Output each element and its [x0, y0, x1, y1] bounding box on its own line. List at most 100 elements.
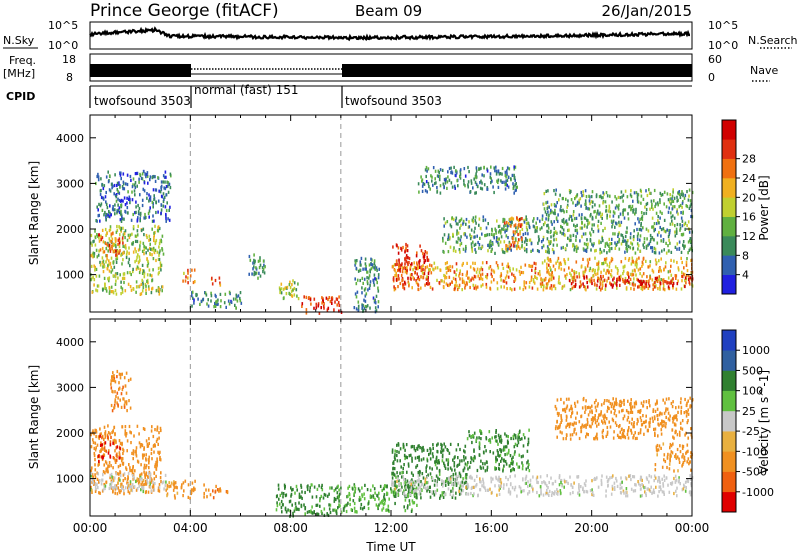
data-cell: [534, 275, 537, 279]
data-cell: [512, 455, 514, 459]
data-cell: [228, 302, 231, 306]
data-cell: [654, 247, 657, 251]
data-cell: [586, 422, 589, 427]
data-cell: [166, 180, 168, 184]
data-cell: [547, 282, 549, 286]
data-cell: [637, 217, 639, 221]
data-cell: [511, 272, 513, 276]
data-cell: [152, 434, 155, 439]
data-cell: [94, 489, 97, 493]
data-cell: [224, 292, 227, 296]
data-cell: [447, 467, 449, 471]
data-cell: [146, 192, 148, 196]
data-cell: [490, 177, 492, 181]
data-cell: [530, 264, 532, 268]
noise-tick-low-right: 10^0: [708, 39, 738, 52]
data-cell: [602, 262, 604, 266]
data-cell: [545, 217, 547, 221]
data-cell: [640, 194, 643, 198]
data-cell: [479, 226, 482, 230]
data-cell: [507, 265, 510, 269]
data-cell: [129, 482, 132, 487]
data-cell: [122, 199, 124, 203]
data-cell: [468, 225, 471, 229]
data-cell: [355, 295, 358, 299]
data-cell: [322, 304, 325, 308]
data-cell: [249, 258, 252, 262]
data-cell: [101, 447, 104, 451]
data-cell: [403, 280, 406, 284]
data-cell: [511, 173, 514, 177]
data-cell: [467, 180, 470, 184]
data-cell: [427, 271, 430, 276]
data-cell: [478, 453, 481, 457]
data-cell: [640, 487, 642, 491]
data-cell: [110, 213, 112, 217]
data-cell: [668, 238, 670, 242]
data-cell: [499, 453, 502, 458]
data-cell: [439, 184, 442, 188]
data-cell: [318, 484, 320, 488]
data-cell: [625, 246, 627, 250]
data-cell: [427, 282, 429, 286]
data-cell: [115, 193, 118, 197]
data-cell: [611, 222, 614, 226]
data-cell: [452, 493, 455, 497]
data-cell: [445, 282, 448, 286]
data-cell: [563, 268, 566, 272]
data-cell: [558, 476, 561, 480]
data-cell: [639, 267, 642, 271]
data-cell: [569, 191, 571, 195]
data-cell: [112, 291, 115, 295]
data-cell: [139, 217, 141, 221]
data-cell: [396, 268, 399, 273]
data-cell: [602, 274, 604, 279]
data-cell: [535, 262, 537, 266]
data-cell: [582, 282, 584, 286]
data-cell: [104, 210, 106, 215]
data-cell: [129, 271, 131, 275]
data-cell: [164, 484, 167, 488]
data-cell: [453, 246, 455, 250]
data-cell: [292, 279, 294, 283]
data-cell: [110, 485, 112, 489]
data-cell: [506, 249, 509, 253]
data-cell: [323, 302, 325, 306]
data-cell: [476, 285, 479, 289]
data-cell: [370, 267, 373, 271]
data-cell: [263, 263, 265, 267]
data-cell: [399, 483, 401, 487]
data-cell: [393, 263, 396, 267]
data-cell: [113, 440, 116, 445]
data-cell: [665, 261, 667, 265]
data-cell: [448, 178, 451, 182]
data-cell: [642, 197, 645, 201]
data-cell: [111, 475, 113, 479]
data-cell: [107, 435, 109, 439]
data-cell: [530, 278, 533, 282]
data-cell: [421, 268, 423, 272]
data-cell: [618, 247, 621, 251]
data-cell: [649, 489, 652, 493]
data-cell: [690, 484, 693, 488]
data-cell: [452, 477, 455, 482]
data-cell: [509, 492, 512, 496]
data-cell: [526, 461, 528, 465]
data-cell: [505, 234, 508, 238]
data-cell: [587, 207, 589, 211]
data-cell: [146, 279, 148, 283]
data-cell: [541, 226, 543, 230]
data-cell: [408, 480, 410, 485]
data-cell: [645, 493, 647, 498]
data-cell: [248, 272, 250, 276]
data-cell: [377, 506, 379, 511]
data-cell: [220, 299, 222, 303]
data-cell: [679, 203, 682, 208]
data-cell: [139, 211, 142, 215]
data-cell: [311, 495, 314, 499]
data-cell: [315, 503, 318, 507]
data-cell: [629, 277, 632, 281]
data-cell: [481, 187, 484, 191]
data-cell: [481, 173, 483, 177]
data-cell: [360, 256, 363, 260]
